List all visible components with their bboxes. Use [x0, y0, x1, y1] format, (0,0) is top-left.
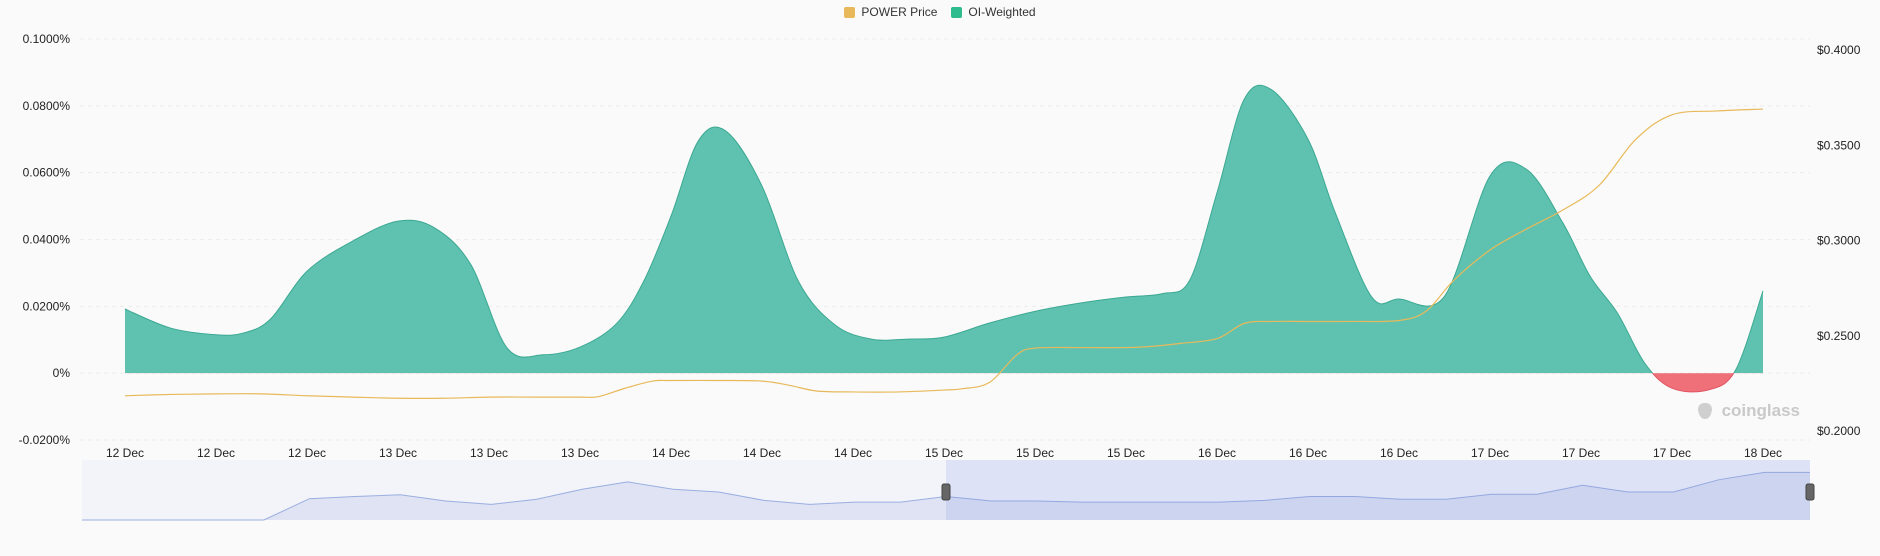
navigator-left-handle[interactable] [941, 483, 951, 501]
y-left-tick-label: 0.0200% [23, 299, 71, 313]
x-tick-label: 16 Dec [1380, 446, 1418, 460]
x-tick-label: 16 Dec [1289, 446, 1327, 460]
y-left-tick-label: 0% [53, 366, 71, 380]
legend-label-price: POWER Price [861, 5, 938, 19]
x-tick-label: 15 Dec [1107, 446, 1145, 460]
watermark: coinglass [1694, 400, 1800, 422]
navigator-right-handle[interactable] [1805, 483, 1815, 501]
navigator-selection [946, 460, 1810, 520]
navigator-area [82, 472, 1810, 520]
legend-item-price[interactable]: POWER Price [844, 5, 937, 19]
coinglass-logo-icon [1697, 403, 1712, 419]
price-line [124, 108, 1764, 399]
y-right-tick-label: $0.2000 [1817, 424, 1861, 438]
x-tick-label: 15 Dec [1016, 446, 1054, 460]
y-right-tick-label: $0.2500 [1817, 329, 1861, 343]
x-tick-label: 18 Dec [1744, 446, 1782, 460]
oi-area-positive [125, 85, 1763, 374]
y-left-tick-label: 0.0600% [23, 166, 71, 180]
y-right-tick-label: $0.3500 [1817, 138, 1861, 152]
x-tick-label: 13 Dec [561, 446, 599, 460]
legend-item-oi[interactable]: OI-Weighted [951, 5, 1036, 19]
x-tick-label: 14 Dec [743, 446, 781, 460]
x-tick-label: 17 Dec [1653, 446, 1691, 460]
x-tick-label: 14 Dec [652, 446, 690, 460]
x-tick-label: 17 Dec [1471, 446, 1509, 460]
x-tick-label: 14 Dec [834, 446, 872, 460]
y-left-tick-label: -0.0200% [19, 433, 71, 447]
x-tick-label: 12 Dec [106, 446, 144, 460]
x-tick-label: 16 Dec [1198, 446, 1236, 460]
legend: POWER Price OI-Weighted [0, 5, 1880, 19]
y-right-tick-label: $0.3000 [1817, 234, 1861, 248]
y-left-tick-label: 0.1000% [23, 32, 71, 46]
legend-label-oi: OI-Weighted [968, 5, 1036, 19]
x-tick-label: 15 Dec [925, 446, 963, 460]
y-left-tick-label: 0.0800% [23, 99, 71, 113]
price-swatch-icon [844, 6, 856, 18]
x-tick-label: 12 Dec [288, 446, 326, 460]
watermark-text: coinglass [1721, 401, 1800, 420]
x-tick-label: 12 Dec [197, 446, 235, 460]
x-tick-label: 13 Dec [379, 446, 417, 460]
oi-swatch-icon [951, 6, 963, 18]
x-tick-label: 13 Dec [470, 446, 508, 460]
oi-line-positive [124, 84, 1764, 374]
y-left-tick-label: 0.0400% [23, 233, 71, 247]
x-tick-label: 17 Dec [1562, 446, 1600, 460]
y-right-tick-label: $0.4000 [1817, 43, 1861, 57]
